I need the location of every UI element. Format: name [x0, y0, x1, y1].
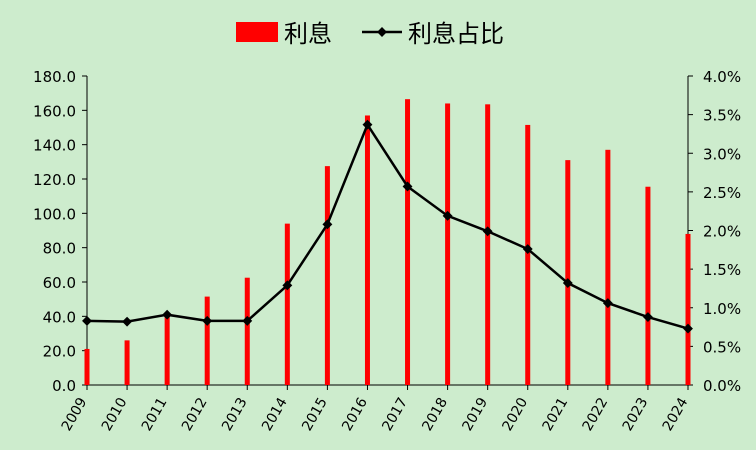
x-tick-label: 2010 [99, 395, 131, 434]
line-point [482, 226, 493, 237]
line-point [442, 210, 453, 221]
axes: 0.0 20.0 40.0 60.0 80.0 100.0 120.0 140.0 160.0 1… [33, 68, 741, 434]
line-point [122, 316, 133, 327]
bar [405, 99, 411, 386]
left-tick-label: 80.0 [43, 240, 76, 258]
right-tick-label: 0.0% [703, 377, 741, 395]
x-tick-label: 2012 [179, 395, 211, 434]
x-tick-label: 2016 [339, 395, 371, 434]
bar [605, 149, 611, 385]
legend-label-bar: 利息 [284, 20, 332, 48]
line-point [202, 315, 213, 326]
bar [244, 277, 250, 385]
line-point [522, 244, 533, 254]
line-point [82, 315, 92, 326]
bar [164, 316, 170, 385]
left-tick-label: 160.0 [33, 102, 76, 120]
line-path [86, 121, 689, 330]
line-point [282, 280, 293, 291]
right-tick-label: 3.5% [703, 107, 741, 125]
bar [324, 166, 330, 385]
bar [525, 124, 531, 386]
bar [645, 186, 651, 385]
left-tick-label: 20.0 [43, 343, 76, 361]
line-point [242, 315, 253, 326]
right-tick-label: 0.5% [703, 338, 741, 356]
legend-swatch-bar [236, 22, 278, 42]
x-tick-label: 2022 [580, 395, 612, 434]
line-point [642, 312, 653, 322]
right-tick-label: 2.0% [703, 223, 741, 241]
bar [204, 296, 210, 385]
line-point [562, 278, 573, 288]
bar [565, 160, 571, 385]
x-tick-label: 2020 [500, 395, 532, 434]
x-tick-label: 2021 [540, 395, 572, 434]
bar [485, 104, 491, 385]
bar [445, 103, 451, 385]
line-point [322, 219, 333, 230]
x-tick-label: 2009 [59, 395, 91, 434]
right-tick-label: 3.0% [703, 145, 741, 163]
line-point [602, 298, 613, 309]
left-tick-label: 140.0 [33, 137, 76, 155]
left-tick-label: 100.0 [33, 205, 76, 223]
bar [124, 340, 130, 385]
right-tick-label: 1.5% [703, 261, 741, 279]
right-tick-label: 4.0% [703, 68, 741, 86]
bar-series [84, 99, 691, 386]
bar [364, 115, 370, 385]
x-tick-label: 2017 [379, 395, 411, 434]
line-series [82, 119, 693, 334]
line-point [683, 323, 693, 334]
left-tick-label: 0.0 [52, 377, 76, 395]
left-tick-label: 60.0 [43, 274, 76, 292]
bar [284, 223, 290, 385]
legend: 利息 利息占比 [236, 20, 504, 48]
x-tick-label: 2019 [459, 395, 491, 434]
bar [685, 233, 691, 385]
legend-label-line: 利息占比 [408, 20, 504, 48]
bar [84, 348, 90, 385]
legend-swatch-marker [377, 27, 387, 37]
x-tick-label: 2011 [139, 395, 171, 434]
right-tick-label: 2.5% [703, 184, 741, 202]
right-tick-label: 1.0% [703, 300, 741, 318]
x-tick-label: 2023 [620, 395, 652, 434]
x-tick-label: 2014 [259, 395, 291, 434]
line-point [162, 309, 173, 320]
left-tick-label: 40.0 [43, 308, 76, 326]
x-tick-label: 2024 [660, 395, 692, 434]
line-point [402, 181, 413, 192]
left-tick-label: 120.0 [33, 171, 76, 189]
x-tick-label: 2013 [219, 395, 251, 434]
left-tick-label: 180.0 [33, 68, 76, 86]
x-tick-label: 2018 [419, 395, 451, 434]
x-tick-label: 2015 [299, 395, 331, 434]
